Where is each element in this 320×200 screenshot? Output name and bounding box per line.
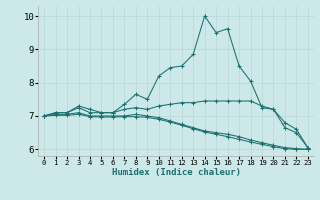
X-axis label: Humidex (Indice chaleur): Humidex (Indice chaleur) <box>111 168 241 177</box>
